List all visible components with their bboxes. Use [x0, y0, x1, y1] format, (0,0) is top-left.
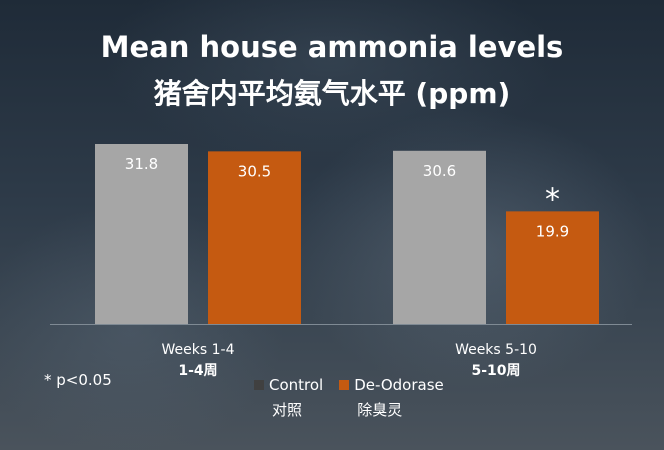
significance-marker: * — [545, 182, 560, 217]
data-label: 19.9 — [536, 222, 569, 240]
legend: Control 对照 De-Odorase 除臭灵 — [254, 376, 444, 420]
bar-control-2 — [393, 150, 486, 324]
category-label-zh: 5-10周 — [471, 363, 520, 379]
legend-label-deodorase: De-Odorase — [354, 376, 444, 394]
legend-label-deodorase-zh: 除臭灵 — [357, 401, 403, 419]
category-label-zh: 1-4周 — [178, 363, 217, 379]
category-label: Weeks 1-4 — [162, 342, 235, 358]
bar-control-1 — [95, 144, 188, 324]
legend-item-control: Control 对照 — [254, 376, 323, 420]
bar-deodorase-1 — [208, 151, 301, 324]
legend-swatch-control — [254, 380, 264, 390]
significance-footnote: * p<0.05 — [44, 371, 112, 389]
legend-label-control: Control — [269, 376, 324, 394]
data-label: 30.6 — [423, 162, 456, 180]
legend-item-deodorase: De-Odorase 除臭灵 — [339, 376, 444, 420]
data-label: 30.5 — [238, 162, 271, 180]
legend-label-control-zh: 对照 — [272, 401, 303, 419]
chart-title-chinese: 猪舍内平均氨气水平 (ppm) — [153, 77, 511, 110]
category-label: Weeks 5-10 — [455, 342, 537, 358]
chart-title: Mean house ammonia levels — [100, 30, 564, 64]
bar-deodorase-2 — [506, 211, 599, 324]
legend-swatch-deodorase — [339, 380, 350, 390]
data-label: 31.8 — [125, 155, 158, 173]
